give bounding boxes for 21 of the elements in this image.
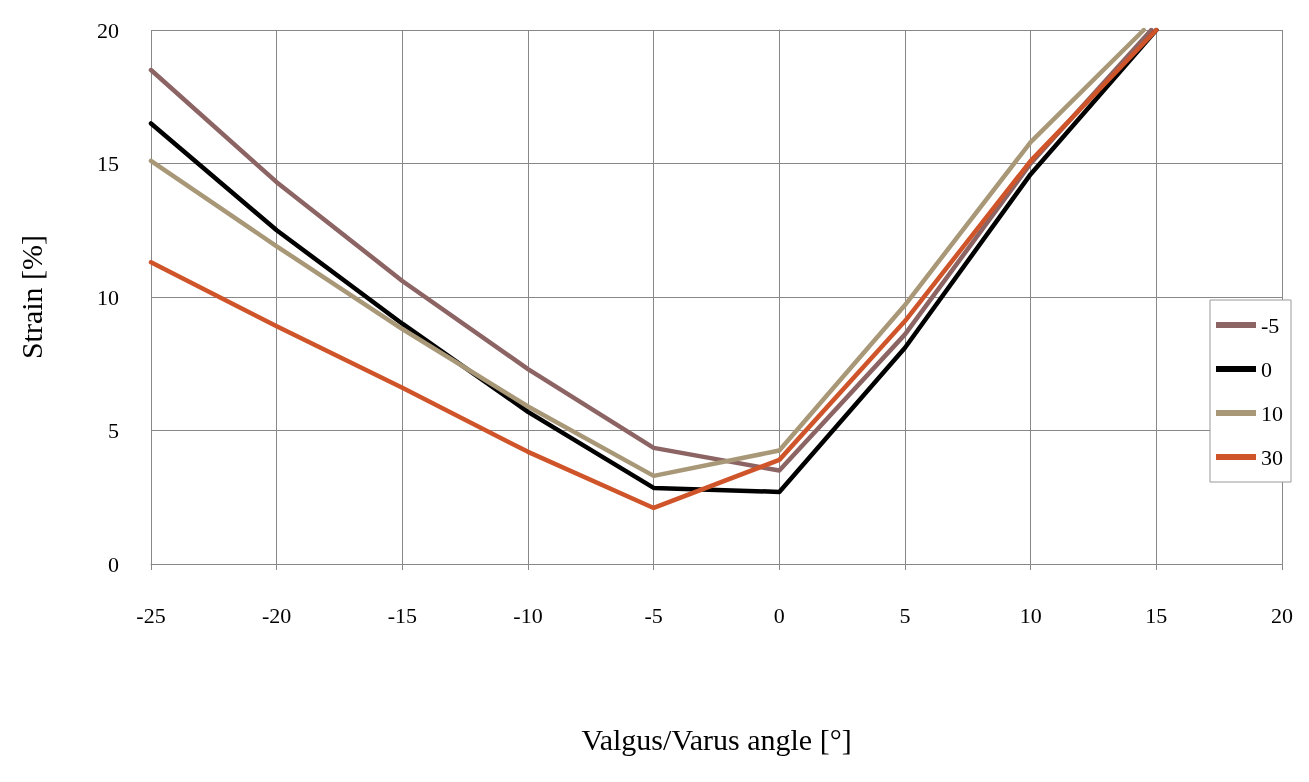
x-tick-label: 20	[1271, 602, 1293, 628]
x-axis-title: Valgus/Varus angle [°]	[581, 722, 852, 756]
y-tick-label: 0	[108, 551, 119, 577]
y-tick-label: 10	[97, 284, 119, 310]
legend-label: 10	[1261, 400, 1283, 426]
y-axis-title: Strain [%]	[14, 234, 48, 360]
y-tick-label: 15	[97, 151, 119, 176]
x-tick-label: 5	[899, 602, 911, 628]
x-tick-label: 15	[1145, 602, 1168, 628]
legend-label: -5	[1261, 312, 1280, 338]
x-tick-label: -10	[513, 602, 543, 628]
legend-label: 0	[1261, 356, 1272, 382]
x-tick-label: -20	[262, 602, 292, 628]
x-tick-label: 0	[773, 602, 785, 628]
x-tick-label: -15	[387, 602, 417, 628]
x-tick-label: -5	[644, 602, 663, 628]
legend-label: 30	[1261, 444, 1283, 470]
x-tick-label: -25	[136, 602, 166, 628]
x-tick-label: 10	[1019, 602, 1042, 628]
y-tick-label: 20	[97, 17, 119, 43]
y-tick-label: 5	[108, 418, 119, 443]
